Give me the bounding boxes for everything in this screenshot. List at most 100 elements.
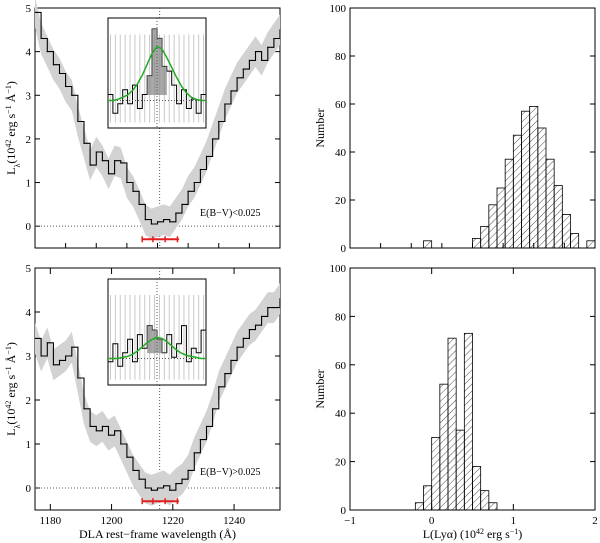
- spectrum-point: [181, 203, 183, 205]
- spectrum-point: [175, 483, 177, 485]
- x-tick-label: −1: [344, 515, 356, 527]
- spectrum-point: [71, 346, 73, 348]
- y-tick-label: 100: [330, 263, 347, 275]
- spectrum-point: [236, 77, 238, 79]
- x-axis-label: L(Lyα) (1042 erg s−1): [423, 527, 523, 542]
- inset-shaded-bar: [157, 38, 162, 95]
- spectrum-point: [163, 219, 165, 221]
- plot-frame: [34, 267, 281, 511]
- inset-model-profile: [108, 336, 206, 360]
- x-axis-label-part: 42: [476, 527, 484, 536]
- histogram-bar: [472, 466, 482, 511]
- spectrum-point: [132, 190, 134, 192]
- spectrum-point: [114, 160, 116, 162]
- y-axis-label-part: Å: [4, 354, 18, 366]
- spectrum-point: [273, 37, 275, 40]
- spectrum-point: [254, 51, 257, 53]
- y-axis-label-part: ): [4, 342, 18, 346]
- spectrum-point: [95, 151, 97, 153]
- spectrum-point: [205, 155, 208, 157]
- spectrum-point: [144, 219, 146, 221]
- y-axis-label: Number: [313, 369, 327, 408]
- histogram-bar: [423, 485, 433, 511]
- spectrum-point: [163, 485, 165, 487]
- histogram-bar: [496, 187, 506, 249]
- y-axis-label: Lλ(1042 erg s−1 Å−1): [4, 81, 22, 175]
- extinction-annotation: E(B−V)>0.025: [200, 467, 260, 478]
- inset-shaded-bar: [161, 66, 167, 95]
- y-tick-label: 80: [335, 311, 347, 323]
- y-tick-label: 2: [26, 134, 32, 146]
- inset-shaded-bar: [161, 352, 167, 354]
- x-tick-label: 2: [592, 515, 598, 527]
- spectrum-point: [218, 120, 220, 123]
- spectrum-point: [254, 324, 257, 326]
- x-tick-label: 1200: [101, 515, 124, 527]
- y-tick-label: 0: [26, 221, 32, 233]
- histogram-bar: [423, 240, 433, 249]
- spectrum-point: [150, 223, 152, 225]
- x-tick-label: 1180: [40, 515, 62, 527]
- histogram-bar: [586, 240, 596, 249]
- spectrum-point: [52, 364, 54, 366]
- y-axis-label-part: 42: [4, 140, 13, 148]
- histogram-bar: [488, 204, 498, 249]
- spectrum-point: [40, 37, 42, 40]
- spectrum-point: [150, 489, 152, 491]
- spectrum-point: [156, 487, 159, 489]
- spectrum-point: [138, 203, 140, 205]
- histogram-bar: [545, 158, 555, 249]
- y-tick-label: 5: [26, 3, 32, 15]
- histogram-bar: [553, 185, 563, 249]
- spectrum-point: [248, 59, 250, 61]
- histogram-bar: [463, 332, 473, 511]
- x-axis-label-part: ): [518, 527, 522, 541]
- spectrum-point: [138, 478, 140, 480]
- spectrum-point: [46, 51, 48, 53]
- histogram-bar: [414, 502, 424, 511]
- spectrum-point: [169, 489, 171, 491]
- spectrum-point: [114, 430, 116, 432]
- histogram-bar: [561, 213, 571, 249]
- spectrum-point: [212, 138, 214, 140]
- y-tick-label: 0: [26, 483, 32, 495]
- spectrum-point: [267, 307, 269, 309]
- histogram-bar: [472, 237, 482, 249]
- spectrum-point: [58, 359, 61, 361]
- spectrum-point: [144, 487, 146, 489]
- y-tick-label: 20: [335, 457, 347, 469]
- y-axis-label-part: L: [4, 429, 18, 436]
- spectrum-point: [89, 425, 91, 427]
- y-tick-label: 40: [335, 408, 347, 420]
- spectrum-point: [40, 355, 42, 357]
- spectrum-point: [261, 315, 263, 317]
- histogram-bar: [480, 225, 490, 249]
- spectrum-point: [279, 298, 281, 300]
- spectrum-point: [126, 181, 128, 184]
- histogram-bar: [570, 233, 580, 249]
- spectrum-point: [218, 386, 220, 388]
- y-axis-label-part: (10: [4, 409, 18, 425]
- spectrum-point: [199, 168, 201, 171]
- x-tick-label: 1240: [223, 515, 246, 527]
- spectrum-point: [95, 430, 97, 432]
- inset-shaded-bar: [147, 325, 153, 354]
- spectrum-point: [193, 181, 195, 184]
- spectrum-point: [181, 478, 183, 480]
- histogram-bar: [512, 134, 522, 249]
- x-tick-label: 1: [511, 515, 517, 527]
- y-tick-label: 20: [335, 195, 347, 207]
- spectrum-point: [175, 212, 177, 214]
- histogram-bar: [488, 502, 498, 511]
- y-tick-label: 1: [26, 439, 32, 451]
- histogram-bar: [439, 383, 449, 511]
- spectrum-point: [193, 452, 195, 454]
- inset-shaded-bar: [157, 339, 162, 354]
- spectrum-point: [83, 142, 85, 144]
- y-tick-label: 60: [335, 99, 347, 111]
- spectrum-point: [261, 59, 263, 61]
- spectrum-point: [83, 408, 85, 410]
- y-tick-label: 4: [26, 307, 32, 319]
- y-axis-label-part: L: [4, 168, 18, 175]
